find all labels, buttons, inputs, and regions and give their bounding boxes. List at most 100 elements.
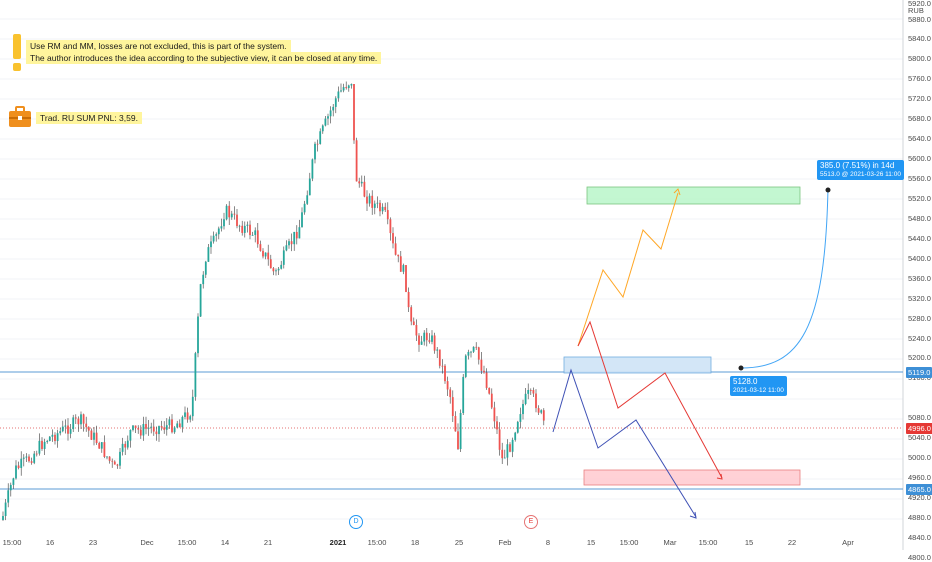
candle-body	[254, 230, 257, 235]
candle-body	[126, 440, 129, 448]
candle-body	[532, 390, 535, 394]
price-axis[interactable]: 5920.0 RUB 5880.0 5840.0 5800.0 5760.0 5720.…	[903, 0, 932, 562]
candle-body	[384, 206, 387, 211]
price-tick-label: 5240.0	[908, 333, 931, 343]
candle-body	[379, 202, 381, 212]
candle-body	[9, 484, 12, 491]
candle-body	[303, 203, 306, 213]
target-projection-curve[interactable]	[740, 187, 829, 369]
candle-body	[342, 87, 345, 91]
price-tick-label: 4840.0	[908, 532, 931, 542]
time-tick-label: 15:00	[2, 538, 22, 547]
start-callout[interactable]: 5128.0 2021-03-12 11:00	[730, 376, 787, 396]
candle-body	[428, 340, 431, 342]
candle-body	[28, 456, 30, 462]
candle-body	[477, 347, 480, 360]
time-tick-label: 25	[454, 538, 464, 547]
candle-body	[43, 441, 46, 449]
candle-body	[116, 464, 119, 466]
time-tick-label: 21	[263, 538, 273, 547]
candle-body	[371, 195, 374, 208]
candle-body	[202, 274, 205, 285]
candle-body	[160, 426, 163, 428]
candle-body	[147, 427, 150, 429]
projection-end-dot[interactable]	[825, 187, 831, 193]
candle-body	[238, 225, 241, 227]
candle-body	[106, 456, 108, 458]
candle-body	[415, 324, 418, 336]
time-tick-label: 8	[545, 538, 551, 547]
candle-body	[35, 453, 38, 455]
candle-body	[217, 228, 220, 235]
candle-body	[210, 241, 212, 248]
candle-body	[139, 429, 142, 436]
candle-body	[277, 268, 280, 271]
candle-body	[275, 270, 277, 272]
candle-body	[59, 431, 62, 434]
candle-body	[449, 389, 452, 398]
candle-body	[69, 429, 72, 434]
candle-body	[542, 410, 545, 421]
earnings-event-marker[interactable]: E	[524, 515, 538, 529]
price-chart[interactable]	[0, 0, 932, 550]
entry-zone[interactable]	[563, 356, 712, 374]
candle-body	[251, 234, 254, 236]
bullish-projection-path[interactable]	[577, 192, 679, 347]
dividend-event-marker[interactable]: D	[349, 515, 363, 529]
price-tick-label: 5760.0	[908, 74, 931, 84]
candle-body	[262, 250, 264, 257]
candle-body	[321, 125, 324, 132]
projection-start-dot[interactable]	[738, 365, 744, 371]
candle-body	[511, 439, 514, 452]
candle-body	[72, 417, 75, 430]
candle-body	[298, 227, 301, 239]
briefcase-icon	[9, 106, 31, 127]
price-axis-top-label: 5920.0	[908, 0, 931, 8]
candle-body	[462, 376, 465, 413]
time-tick-label: 18	[410, 538, 420, 547]
price-tick-label: 5520.0	[908, 193, 931, 203]
candle-body	[98, 442, 101, 449]
candle-body	[48, 436, 51, 441]
candle-body	[173, 427, 176, 433]
target-zone[interactable]	[586, 186, 801, 205]
candle-body	[363, 181, 366, 197]
candle-body	[95, 432, 98, 443]
stop-zone[interactable]	[583, 469, 801, 486]
price-tick-label: 4880.0	[908, 513, 931, 522]
candle-body	[212, 235, 215, 242]
candle-body	[25, 456, 28, 458]
candle-body	[119, 451, 121, 466]
target-callout-change: 385.0 (7.51%) in 14d	[820, 161, 895, 170]
current-price-tag: 4996.0	[906, 423, 932, 434]
bearish-projection-path[interactable]	[552, 368, 697, 518]
price-tick-label: 5000.0	[908, 453, 931, 463]
candle-body	[444, 365, 446, 382]
start-callout-date: 2021-03-12 11:00	[733, 387, 784, 394]
candle-body	[225, 205, 228, 220]
neutral-projection-path[interactable]	[577, 320, 723, 479]
candle-body	[423, 332, 426, 342]
candle-body	[220, 226, 223, 229]
price-tick-label: 5600.0	[908, 154, 931, 164]
bearish-arrowhead-icon	[689, 511, 697, 519]
upper-level-price-tag: 5119.0	[906, 367, 932, 378]
time-tick-label: 15	[744, 538, 754, 547]
candle-body	[178, 423, 181, 428]
candle-body	[459, 412, 462, 450]
candle-body	[493, 407, 496, 422]
candle-body	[181, 416, 184, 428]
price-tick-label: 5080.0	[908, 413, 931, 423]
candle-body	[199, 284, 202, 317]
candle-body	[537, 408, 540, 413]
chart-grid	[0, 0, 904, 550]
candle-body	[420, 341, 423, 345]
target-callout[interactable]: 385.0 (7.51%) in 14d 5513.0 @ 2021-03-26…	[817, 160, 904, 180]
price-tick-label: 5840.0	[908, 34, 931, 44]
price-tick-label: 5640.0	[908, 134, 931, 144]
candle-body	[410, 307, 413, 322]
time-tick-label: 2021	[329, 538, 347, 547]
time-tick-label: 22	[787, 538, 797, 547]
candle-body	[327, 116, 329, 119]
candle-body	[454, 416, 457, 432]
